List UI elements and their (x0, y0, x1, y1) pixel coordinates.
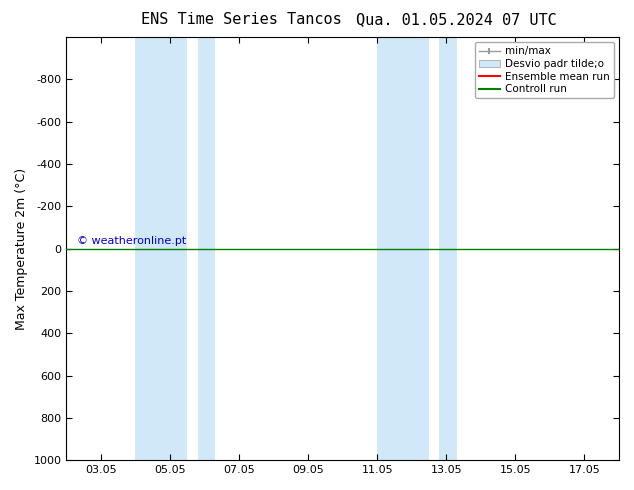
Bar (198, 37, 215, 460)
Text: ENS Time Series Tancos: ENS Time Series Tancos (141, 12, 341, 27)
Bar (377, 37, 429, 460)
Y-axis label: Max Temperature 2m (°C): Max Temperature 2m (°C) (15, 168, 28, 330)
Legend: min/max, Desvio padr tilde;o, Ensemble mean run, Controll run: min/max, Desvio padr tilde;o, Ensemble m… (475, 42, 614, 98)
Text: Qua. 01.05.2024 07 UTC: Qua. 01.05.2024 07 UTC (356, 12, 557, 27)
Bar (136, 37, 187, 460)
Bar (439, 37, 456, 460)
Text: © weatheronline.pt: © weatheronline.pt (77, 237, 187, 246)
